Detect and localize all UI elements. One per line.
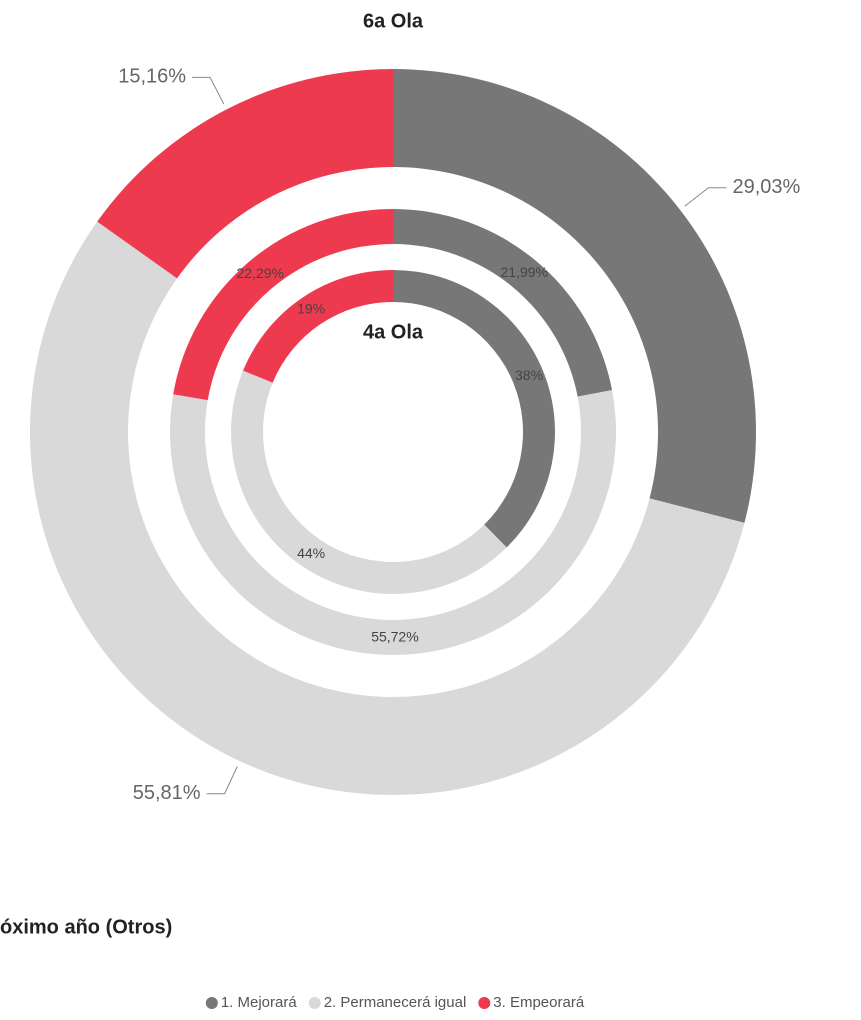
value-label: 15,16% <box>118 66 186 88</box>
value-label: 38% <box>515 367 543 383</box>
ring-title: 4a Ola <box>363 321 424 343</box>
legend-label: 3. Empeorará <box>493 994 585 1011</box>
donut-segment <box>230 370 507 595</box>
donut-segment <box>170 390 616 656</box>
donut-segment <box>393 270 556 548</box>
legend: 1. Mejorará 2. Permanecerá igual 3. Empeor… <box>205 994 585 1011</box>
donut-segment <box>30 221 745 795</box>
value-label: 55,72% <box>371 629 418 645</box>
donut-segment <box>97 69 393 279</box>
value-label: 55,81% <box>133 782 201 804</box>
legend-marker <box>478 997 491 1009</box>
ring-title: 6a Ola <box>363 10 424 32</box>
leader-line <box>192 76 225 105</box>
donut-segment <box>173 209 393 401</box>
legend-label: 2. Permanecerá igual <box>324 994 467 1011</box>
legend-marker <box>205 997 218 1009</box>
donut-segment <box>243 270 393 383</box>
value-label: 44% <box>297 545 325 561</box>
legend-label: 1. Mejorará <box>221 994 298 1011</box>
leader-line <box>206 766 238 795</box>
value-label: 29,03% <box>733 176 801 198</box>
value-label: 22,29% <box>237 265 284 281</box>
donut-segment <box>393 69 756 523</box>
leader-line <box>684 187 727 207</box>
value-label: 19% <box>297 301 325 317</box>
donut-segment <box>393 209 613 397</box>
value-label: 21,99% <box>501 264 548 280</box>
legend-marker <box>308 997 321 1009</box>
chart-title: óximo año (Otros) <box>0 916 172 938</box>
